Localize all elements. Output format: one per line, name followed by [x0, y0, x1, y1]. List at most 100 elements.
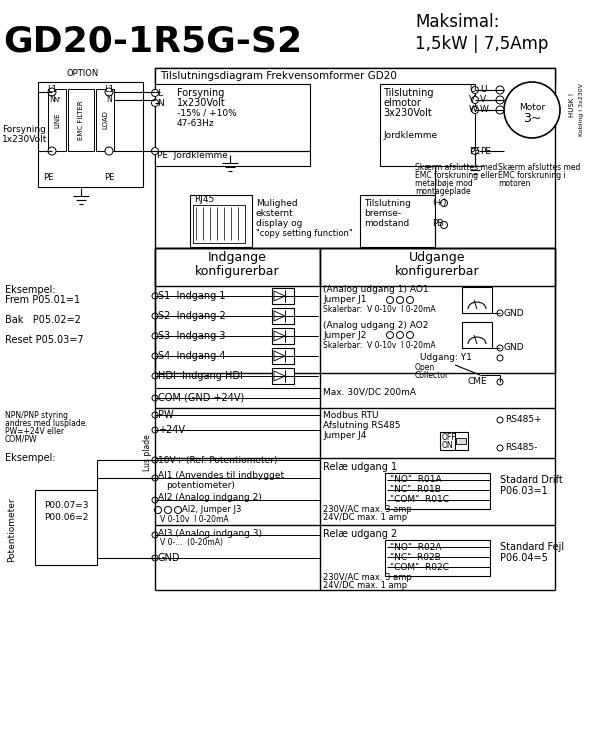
Circle shape	[155, 507, 161, 513]
Text: motoren: motoren	[498, 179, 530, 188]
Text: Tilslutning: Tilslutning	[364, 198, 411, 207]
Circle shape	[496, 106, 504, 114]
Text: V 0-10v  I 0-20mA: V 0-10v I 0-20mA	[160, 516, 229, 525]
Text: 24V/DC max. 1 amp: 24V/DC max. 1 amp	[323, 581, 407, 590]
Bar	[320, 248, 555, 286]
Bar	[272, 328, 294, 344]
Text: AI3 (Analog indgang 3): AI3 (Analog indgang 3)	[158, 529, 262, 538]
Text: Skalerbar:  V 0-10v  I 0-20mA: Skalerbar: V 0-10v I 0-20mA	[323, 341, 436, 350]
Text: "COM"  R01C: "COM" R01C	[390, 495, 449, 504]
Text: 3~: 3~	[523, 112, 541, 124]
Text: Modbus RTU: Modbus RTU	[323, 412, 379, 421]
Text: Jumper J1: Jumper J1	[323, 296, 367, 305]
Bar	[385, 473, 490, 509]
Text: "copy setting function": "copy setting function"	[256, 228, 353, 238]
Text: EMC forskruning eller: EMC forskruning eller	[415, 171, 497, 180]
Circle shape	[497, 310, 503, 316]
Text: GD20-1R5G-S2: GD20-1R5G-S2	[3, 25, 302, 59]
Text: PE: PE	[104, 173, 114, 182]
Text: 47-63Hz: 47-63Hz	[177, 118, 215, 127]
Text: OPTION: OPTION	[67, 69, 99, 78]
Text: RS485-: RS485-	[505, 443, 538, 452]
Circle shape	[175, 507, 182, 513]
Text: Jumper J4: Jumper J4	[323, 431, 367, 440]
Text: -15% / +10%: -15% / +10%	[177, 109, 237, 118]
Text: metalbøje mod: metalbøje mod	[415, 179, 473, 188]
Bar	[462, 287, 492, 313]
Text: V 0-...  (0-20mA): V 0-... (0-20mA)	[160, 538, 223, 547]
Circle shape	[152, 555, 158, 561]
Text: S1  Indgang 1: S1 Indgang 1	[158, 291, 226, 301]
Bar	[272, 308, 294, 324]
Text: NPN/PNP styring: NPN/PNP styring	[5, 410, 68, 419]
Text: modstand: modstand	[364, 219, 409, 228]
Circle shape	[386, 296, 394, 304]
Text: Relæ udgang 1: Relæ udgang 1	[323, 462, 397, 472]
Text: U: U	[469, 85, 476, 94]
Circle shape	[151, 100, 158, 106]
Text: PE  Jordklemme: PE Jordklemme	[157, 151, 228, 160]
Text: montageplade: montageplade	[415, 188, 470, 197]
Text: potentiometer): potentiometer)	[166, 480, 235, 489]
Text: Mulighed: Mulighed	[256, 198, 298, 207]
Text: RJ45: RJ45	[194, 195, 214, 204]
Text: "NO"  R01A: "NO" R01A	[390, 476, 442, 485]
Text: "NO"  R02A: "NO" R02A	[390, 542, 442, 551]
Bar	[155, 68, 555, 84]
Text: Udgang: Y1: Udgang: Y1	[420, 354, 472, 363]
Text: PW: PW	[158, 410, 173, 420]
Circle shape	[497, 355, 503, 361]
Text: LINE: LINE	[54, 112, 60, 127]
Circle shape	[151, 148, 158, 155]
Text: 3x230Volt: 3x230Volt	[383, 108, 432, 118]
Bar	[272, 288, 294, 304]
Text: V: V	[469, 96, 475, 105]
Text: PW=+24V eller: PW=+24V eller	[5, 427, 64, 436]
Text: P00.06=2: P00.06=2	[44, 513, 88, 522]
Text: eksternt: eksternt	[256, 209, 294, 217]
Circle shape	[397, 296, 404, 304]
Text: Skærm afsluttes med: Skærm afsluttes med	[415, 164, 497, 173]
Text: U: U	[480, 85, 487, 94]
Text: GND: GND	[158, 553, 181, 563]
Circle shape	[440, 200, 448, 207]
Text: ON: ON	[442, 440, 454, 449]
Text: Kobling i 3x230V: Kobling i 3x230V	[580, 84, 584, 136]
Text: Max. 30V/DC 200mA: Max. 30V/DC 200mA	[323, 388, 416, 397]
Text: "NC"  R02B: "NC" R02B	[390, 553, 441, 562]
Text: PE: PE	[469, 146, 480, 155]
Circle shape	[472, 87, 479, 93]
Circle shape	[152, 313, 158, 319]
Text: Jumper J2: Jumper J2	[323, 330, 367, 339]
Bar	[155, 248, 320, 286]
Bar	[68, 89, 94, 151]
Text: +24V: +24V	[158, 425, 185, 435]
Bar	[155, 84, 310, 166]
Bar	[380, 84, 475, 166]
Text: P00.07=3: P00.07=3	[44, 501, 88, 510]
Circle shape	[497, 379, 503, 385]
Circle shape	[472, 106, 479, 114]
Text: S2  Indgang 2: S2 Indgang 2	[158, 311, 226, 321]
Text: Maksimal:: Maksimal:	[415, 13, 499, 31]
Text: N: N	[49, 96, 55, 105]
Text: HDI  Indgang HDI: HDI Indgang HDI	[158, 371, 243, 381]
Text: Relæ udgang 2: Relæ udgang 2	[323, 529, 397, 539]
Text: N: N	[157, 99, 164, 108]
Text: Potentiometer: Potentiometer	[7, 498, 17, 562]
Text: Jordklemme: Jordklemme	[383, 130, 437, 139]
Bar	[440, 432, 468, 450]
Bar	[35, 490, 97, 565]
Text: 230V/AC max. 3 amp: 230V/AC max. 3 amp	[323, 572, 412, 581]
Circle shape	[407, 296, 413, 304]
Bar	[456, 438, 466, 444]
Text: L: L	[157, 88, 162, 97]
Text: LOAD: LOAD	[102, 111, 108, 130]
Text: L1: L1	[104, 84, 114, 93]
Text: 230V/AC max. 3 amp: 230V/AC max. 3 amp	[323, 505, 412, 514]
Circle shape	[152, 373, 158, 379]
Text: andres med lusplade.: andres med lusplade.	[5, 418, 88, 428]
Circle shape	[105, 88, 113, 96]
Text: (Analog udgang 1) AO1: (Analog udgang 1) AO1	[323, 286, 428, 295]
Text: Standard Fejl: Standard Fejl	[500, 542, 564, 552]
